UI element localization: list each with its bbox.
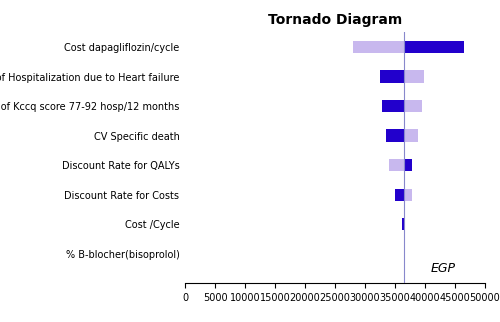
Text: EGP: EGP	[430, 262, 456, 275]
Bar	[404, 129, 418, 142]
Title: Tornado Diagram: Tornado Diagram	[268, 13, 402, 27]
Bar	[380, 70, 404, 83]
Bar	[404, 100, 422, 112]
Bar	[404, 41, 464, 53]
Bar	[402, 218, 404, 231]
Bar	[404, 159, 412, 171]
Bar	[404, 218, 405, 231]
Bar	[389, 159, 404, 171]
Bar	[404, 188, 412, 201]
Bar	[404, 70, 424, 83]
Bar	[382, 100, 404, 112]
Bar	[353, 41, 404, 53]
Bar	[386, 129, 404, 142]
Bar	[395, 188, 404, 201]
